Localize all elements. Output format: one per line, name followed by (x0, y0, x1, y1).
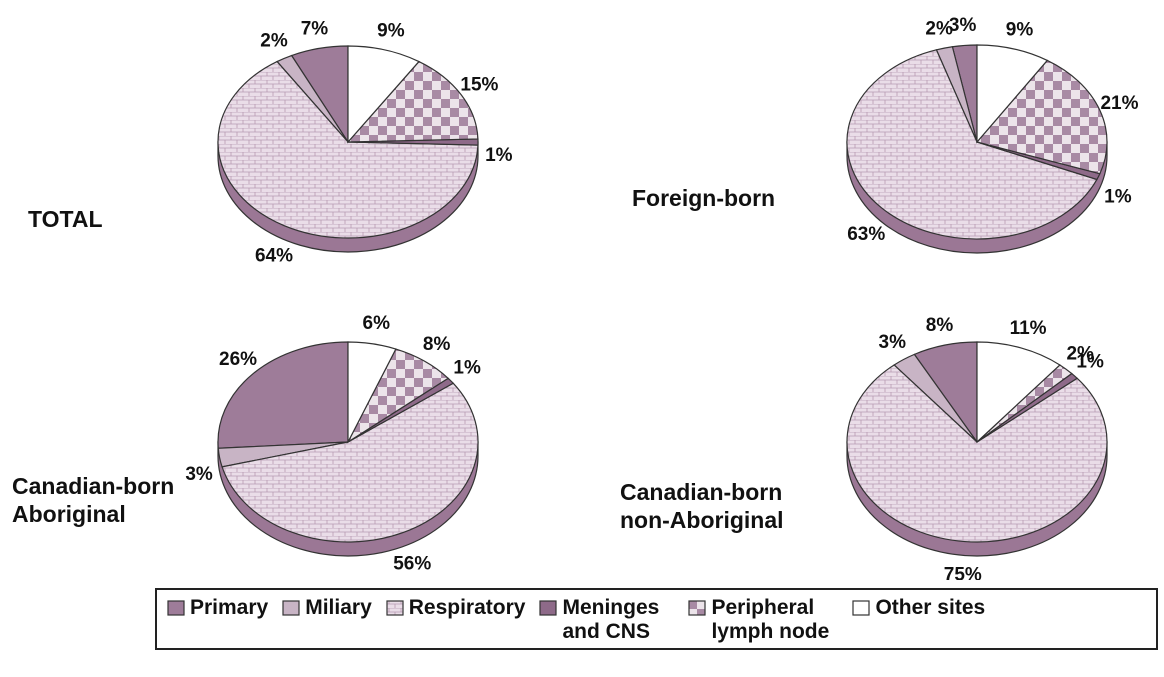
legend-item: Primary (167, 596, 268, 620)
value-label: 21% (1100, 93, 1138, 114)
legend-item: Peripheral lymph node (688, 596, 838, 644)
value-label: 15% (460, 74, 498, 95)
pie-slice (221, 382, 479, 543)
pie-slice (846, 49, 1098, 240)
value-label: 63% (847, 224, 885, 245)
pie-slice (346, 60, 479, 143)
swatch (167, 600, 185, 616)
value-label: 26% (219, 349, 257, 370)
value-label: 1% (1076, 352, 1104, 373)
value-label: 56% (393, 554, 431, 575)
pie-slice (347, 341, 397, 443)
value-label: 6% (363, 313, 391, 334)
legend-label: Miliary (305, 596, 372, 619)
legend-swatch (386, 600, 404, 616)
pie-title: Foreign-born (632, 185, 776, 211)
pie-title: Canadian-born non-Aboriginal (620, 479, 784, 533)
legend-swatch (688, 600, 707, 616)
legend-label: Primary (190, 596, 269, 619)
legend-label: Respiratory (408, 596, 526, 619)
legend-swatch (852, 600, 871, 616)
value-label: 2% (925, 18, 953, 39)
value-label: 3% (949, 15, 977, 36)
legend-label: Peripheral lymph node (711, 596, 830, 643)
value-label: 8% (423, 334, 451, 355)
pie-title: TOTAL (28, 206, 103, 232)
legend-swatch (539, 600, 558, 616)
legend-item: Other sites (852, 596, 985, 620)
value-label: 1% (1104, 187, 1132, 208)
swatch (852, 600, 871, 616)
value-label: 7% (301, 19, 329, 40)
swatch (386, 600, 404, 616)
pie-slice (217, 60, 479, 239)
pie-slice (846, 364, 1108, 543)
value-label: 2% (1066, 344, 1094, 365)
value-label: 9% (377, 21, 405, 42)
value-label: 3% (185, 464, 213, 485)
swatch (282, 600, 300, 616)
legend-label: Meninges and CNS (562, 596, 660, 643)
swatch (688, 600, 707, 616)
pie-slice (217, 341, 349, 449)
swatch (539, 600, 558, 616)
value-label: 75% (944, 564, 982, 580)
legend-swatch (282, 600, 300, 616)
legend-swatch (167, 600, 185, 616)
value-label: 64% (255, 245, 293, 266)
value-label: 11% (1010, 318, 1047, 339)
pie-slice (976, 341, 1061, 444)
chart: 7%2%64%1%15%9% 3%2%63%1%21%9%26%3%56%1%8%… (185, 15, 1138, 580)
pie-slice (347, 45, 420, 144)
pie-title: Canadian-born Aboriginal (12, 473, 175, 527)
value-label: 8% (926, 315, 954, 336)
legend-item: Respiratory (386, 596, 526, 620)
value-label: 9% (1006, 19, 1034, 40)
legend-label: Other sites (875, 596, 986, 619)
legend: Primary Miliary Respiratory Meninges and CN… (155, 588, 1158, 650)
pie-slice (975, 59, 1108, 175)
value-label: 3% (879, 332, 907, 353)
value-label: 1% (453, 357, 481, 378)
value-label: 2% (260, 31, 288, 52)
value-label: 1% (485, 145, 513, 166)
legend-item: Meninges and CNS (539, 596, 674, 644)
pie-slice (976, 44, 1049, 144)
legend-item: Miliary (282, 596, 372, 620)
